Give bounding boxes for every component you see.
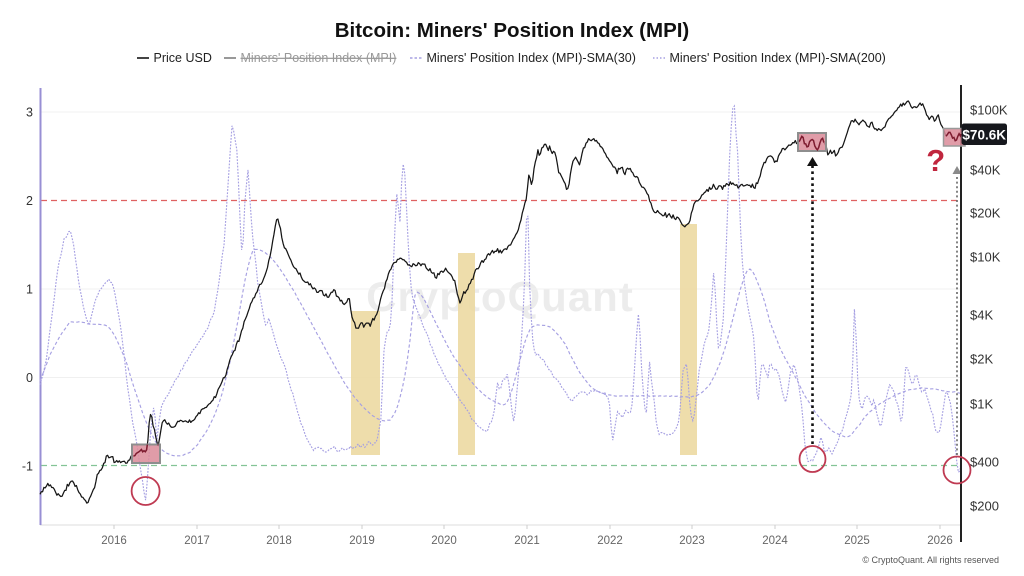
svg-text:2020: 2020 xyxy=(431,535,457,547)
svg-text:Price USD: Price USD xyxy=(154,51,212,65)
svg-text:2022: 2022 xyxy=(597,535,623,547)
svg-text:?: ? xyxy=(926,143,945,178)
svg-text:-1: -1 xyxy=(22,460,33,474)
svg-text:Bitcoin: Miners' Position Inde: Bitcoin: Miners' Position Index (MPI) xyxy=(335,19,690,42)
svg-text:$400: $400 xyxy=(970,455,999,470)
svg-text:2017: 2017 xyxy=(184,535,210,547)
svg-text:Miners' Position Index (MPI): Miners' Position Index (MPI) xyxy=(241,51,397,65)
svg-text:2018: 2018 xyxy=(266,535,292,547)
svg-text:2019: 2019 xyxy=(349,535,375,547)
svg-text:Miners' Position Index (MPI)-S: Miners' Position Index (MPI)-SMA(200) xyxy=(670,51,886,65)
svg-text:3: 3 xyxy=(26,106,33,120)
svg-text:2016: 2016 xyxy=(101,535,127,547)
svg-text:$2K: $2K xyxy=(970,352,993,367)
svg-text:2: 2 xyxy=(26,194,33,208)
svg-text:2021: 2021 xyxy=(514,535,540,547)
svg-text:CryptoQuant: CryptoQuant xyxy=(366,273,634,320)
svg-text:$4K: $4K xyxy=(970,308,993,323)
svg-text:2023: 2023 xyxy=(679,535,705,547)
svg-text:2026: 2026 xyxy=(927,535,953,547)
svg-text:$100K: $100K xyxy=(970,103,1008,118)
svg-text:© CryptoQuant. All rights rese: © CryptoQuant. All rights reserved xyxy=(862,555,999,565)
svg-text:0: 0 xyxy=(26,371,33,385)
svg-text:$1K: $1K xyxy=(970,397,993,412)
svg-text:$20K: $20K xyxy=(970,206,1001,221)
svg-text:2025: 2025 xyxy=(844,535,870,547)
svg-text:$40K: $40K xyxy=(970,163,1001,178)
svg-text:$70.6K: $70.6K xyxy=(962,128,1006,143)
svg-text:2024: 2024 xyxy=(762,535,788,547)
svg-text:$10K: $10K xyxy=(970,250,1001,265)
svg-text:Miners' Position Index (MPI)-S: Miners' Position Index (MPI)-SMA(30) xyxy=(427,51,636,65)
svg-text:1: 1 xyxy=(26,283,33,297)
svg-text:$200: $200 xyxy=(970,499,999,514)
